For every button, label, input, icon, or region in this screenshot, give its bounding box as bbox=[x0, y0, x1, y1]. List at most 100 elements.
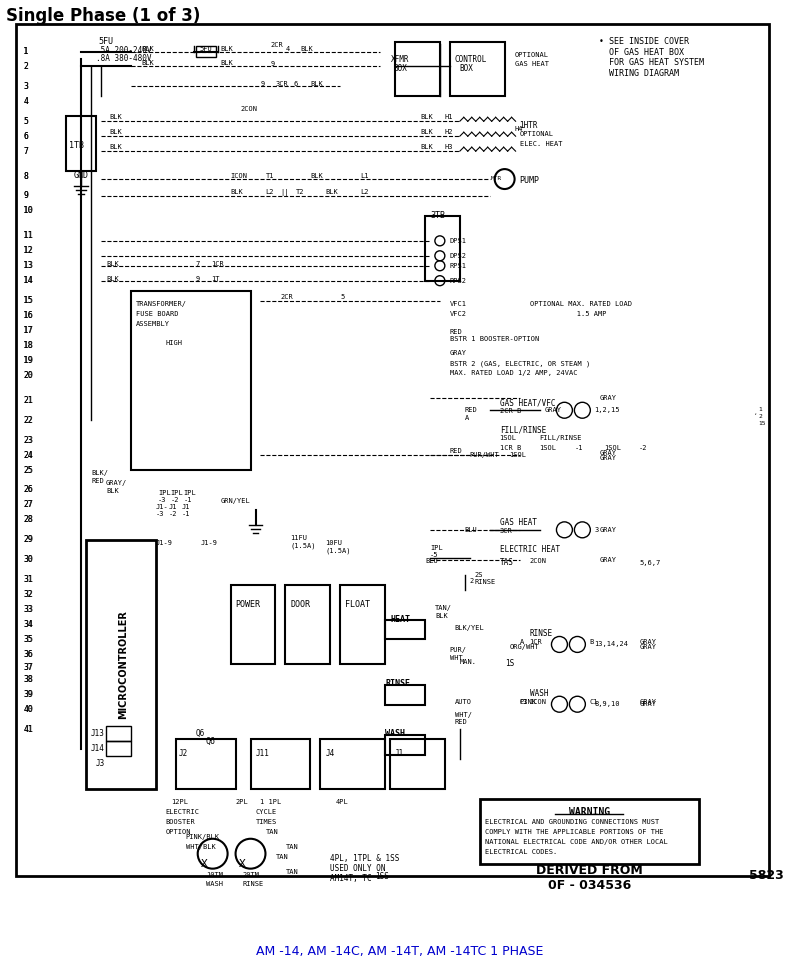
Text: BLK: BLK bbox=[106, 261, 118, 266]
Text: ||: || bbox=[281, 189, 289, 196]
Text: GRAY: GRAY bbox=[599, 396, 616, 401]
Text: WHT: WHT bbox=[450, 655, 462, 661]
Text: 2PL: 2PL bbox=[235, 799, 248, 805]
Text: WASH: WASH bbox=[206, 881, 222, 887]
Bar bbox=[176, 739, 235, 789]
Text: MTR: MTR bbox=[491, 176, 502, 181]
Text: 7: 7 bbox=[23, 147, 28, 155]
Text: ELECTRIC HEAT: ELECTRIC HEAT bbox=[500, 545, 560, 554]
Text: 27: 27 bbox=[23, 501, 34, 510]
Text: BLK: BLK bbox=[435, 613, 448, 619]
Text: GRAY: GRAY bbox=[450, 350, 467, 356]
Text: 6: 6 bbox=[23, 131, 28, 141]
Text: BLK: BLK bbox=[109, 114, 122, 121]
Text: BLK: BLK bbox=[420, 129, 433, 135]
Text: BLK: BLK bbox=[141, 61, 154, 67]
Text: BSTR 1 BOOSTER-OPTION: BSTR 1 BOOSTER-OPTION bbox=[450, 336, 539, 342]
Text: ,: , bbox=[754, 410, 758, 415]
Text: 26: 26 bbox=[23, 485, 33, 494]
Text: -2: -2 bbox=[639, 445, 648, 451]
Text: 5FU: 5FU bbox=[199, 45, 212, 51]
Text: 33: 33 bbox=[23, 605, 33, 614]
Text: RED: RED bbox=[455, 719, 467, 725]
Text: 19: 19 bbox=[23, 356, 34, 365]
Text: PINK/BLK: PINK/BLK bbox=[186, 834, 220, 840]
Text: TIMES: TIMES bbox=[255, 819, 277, 825]
Text: GRAY: GRAY bbox=[599, 557, 616, 563]
Text: IPL: IPL bbox=[158, 490, 170, 496]
Text: PUMP: PUMP bbox=[519, 176, 539, 185]
Text: 22: 22 bbox=[23, 416, 34, 425]
Text: HIGH: HIGH bbox=[166, 341, 183, 346]
Text: -1: -1 bbox=[574, 445, 583, 451]
Bar bbox=[390, 739, 445, 789]
Text: BLK: BLK bbox=[109, 144, 122, 151]
Text: WASH: WASH bbox=[385, 730, 405, 738]
Text: RINSE: RINSE bbox=[242, 881, 264, 887]
Text: H4: H4 bbox=[514, 126, 523, 132]
Text: 11: 11 bbox=[23, 232, 33, 240]
Text: TAN: TAN bbox=[266, 829, 278, 835]
Text: 17: 17 bbox=[23, 326, 33, 335]
Text: 3TB: 3TB bbox=[430, 211, 445, 220]
Bar bbox=[340, 585, 385, 664]
Text: 7: 7 bbox=[23, 147, 28, 155]
Text: 4: 4 bbox=[23, 96, 28, 106]
Text: 1SOL: 1SOL bbox=[604, 445, 622, 451]
Text: J1: J1 bbox=[182, 504, 190, 510]
Text: J14: J14 bbox=[91, 744, 105, 753]
Text: VFC2: VFC2 bbox=[450, 311, 467, 317]
Text: GRAY: GRAY bbox=[545, 407, 562, 413]
Text: 33: 33 bbox=[23, 605, 34, 614]
Text: 2CON: 2CON bbox=[241, 106, 258, 112]
Text: J3: J3 bbox=[96, 759, 106, 768]
Text: DPS2: DPS2 bbox=[450, 253, 467, 259]
Text: 5: 5 bbox=[340, 293, 345, 300]
Text: 22: 22 bbox=[23, 416, 33, 425]
Text: TAS: TAS bbox=[500, 558, 514, 566]
Text: WASH: WASH bbox=[530, 689, 548, 699]
Text: 20: 20 bbox=[23, 371, 33, 380]
Text: WIRING DIAGRAM: WIRING DIAGRAM bbox=[610, 69, 679, 78]
Text: .8A 380-480V: .8A 380-480V bbox=[96, 54, 151, 64]
Text: 5FU: 5FU bbox=[98, 37, 114, 45]
Text: 2: 2 bbox=[23, 62, 28, 71]
Text: 2: 2 bbox=[470, 578, 474, 584]
Text: 1,2,15: 1,2,15 bbox=[594, 407, 620, 413]
Text: GND: GND bbox=[73, 171, 88, 180]
Text: 11FU: 11FU bbox=[290, 535, 307, 540]
Text: 3: 3 bbox=[23, 82, 28, 91]
Text: 10: 10 bbox=[23, 207, 34, 215]
Text: J11: J11 bbox=[255, 749, 270, 758]
Text: RED: RED bbox=[450, 448, 462, 455]
Text: 2: 2 bbox=[23, 62, 28, 71]
Text: AM -14, AM -14C, AM -14T, AM -14TC 1 PHASE: AM -14, AM -14C, AM -14T, AM -14TC 1 PHA… bbox=[256, 946, 544, 958]
Text: (1.5A): (1.5A) bbox=[326, 548, 350, 554]
Text: NATIONAL ELECTRICAL CODE AND/OR OTHER LOCAL: NATIONAL ELECTRICAL CODE AND/OR OTHER LO… bbox=[485, 839, 667, 844]
Text: J4: J4 bbox=[326, 749, 334, 758]
Text: GAS HEAT/VFC: GAS HEAT/VFC bbox=[500, 399, 555, 407]
Text: RPS1: RPS1 bbox=[450, 262, 467, 269]
Text: 26: 26 bbox=[23, 485, 34, 494]
Text: 4: 4 bbox=[23, 96, 28, 106]
Text: 40: 40 bbox=[23, 704, 33, 714]
Text: GRN/YEL: GRN/YEL bbox=[221, 498, 250, 504]
Text: 2CR: 2CR bbox=[270, 41, 283, 47]
Text: ELECTRICAL AND GROUNDING CONNECTIONS MUST: ELECTRICAL AND GROUNDING CONNECTIONS MUS… bbox=[485, 819, 659, 825]
Text: 1CR: 1CR bbox=[210, 261, 223, 266]
Text: IPL: IPL bbox=[184, 490, 197, 496]
Text: H2: H2 bbox=[445, 129, 454, 135]
Text: -1: -1 bbox=[182, 510, 190, 517]
Text: GRAY: GRAY bbox=[639, 640, 656, 646]
Text: 35: 35 bbox=[23, 635, 33, 644]
Text: 1CR B: 1CR B bbox=[500, 445, 521, 451]
Text: BLK: BLK bbox=[420, 144, 433, 151]
Text: 17: 17 bbox=[23, 326, 34, 335]
Text: BLK: BLK bbox=[221, 45, 234, 51]
Text: 1: 1 bbox=[758, 407, 762, 412]
Text: TAN/: TAN/ bbox=[435, 605, 452, 611]
Text: 37: 37 bbox=[23, 663, 34, 672]
Text: 1SS: 1SS bbox=[375, 871, 389, 881]
Text: 30: 30 bbox=[23, 555, 34, 565]
Text: RED: RED bbox=[91, 478, 104, 484]
